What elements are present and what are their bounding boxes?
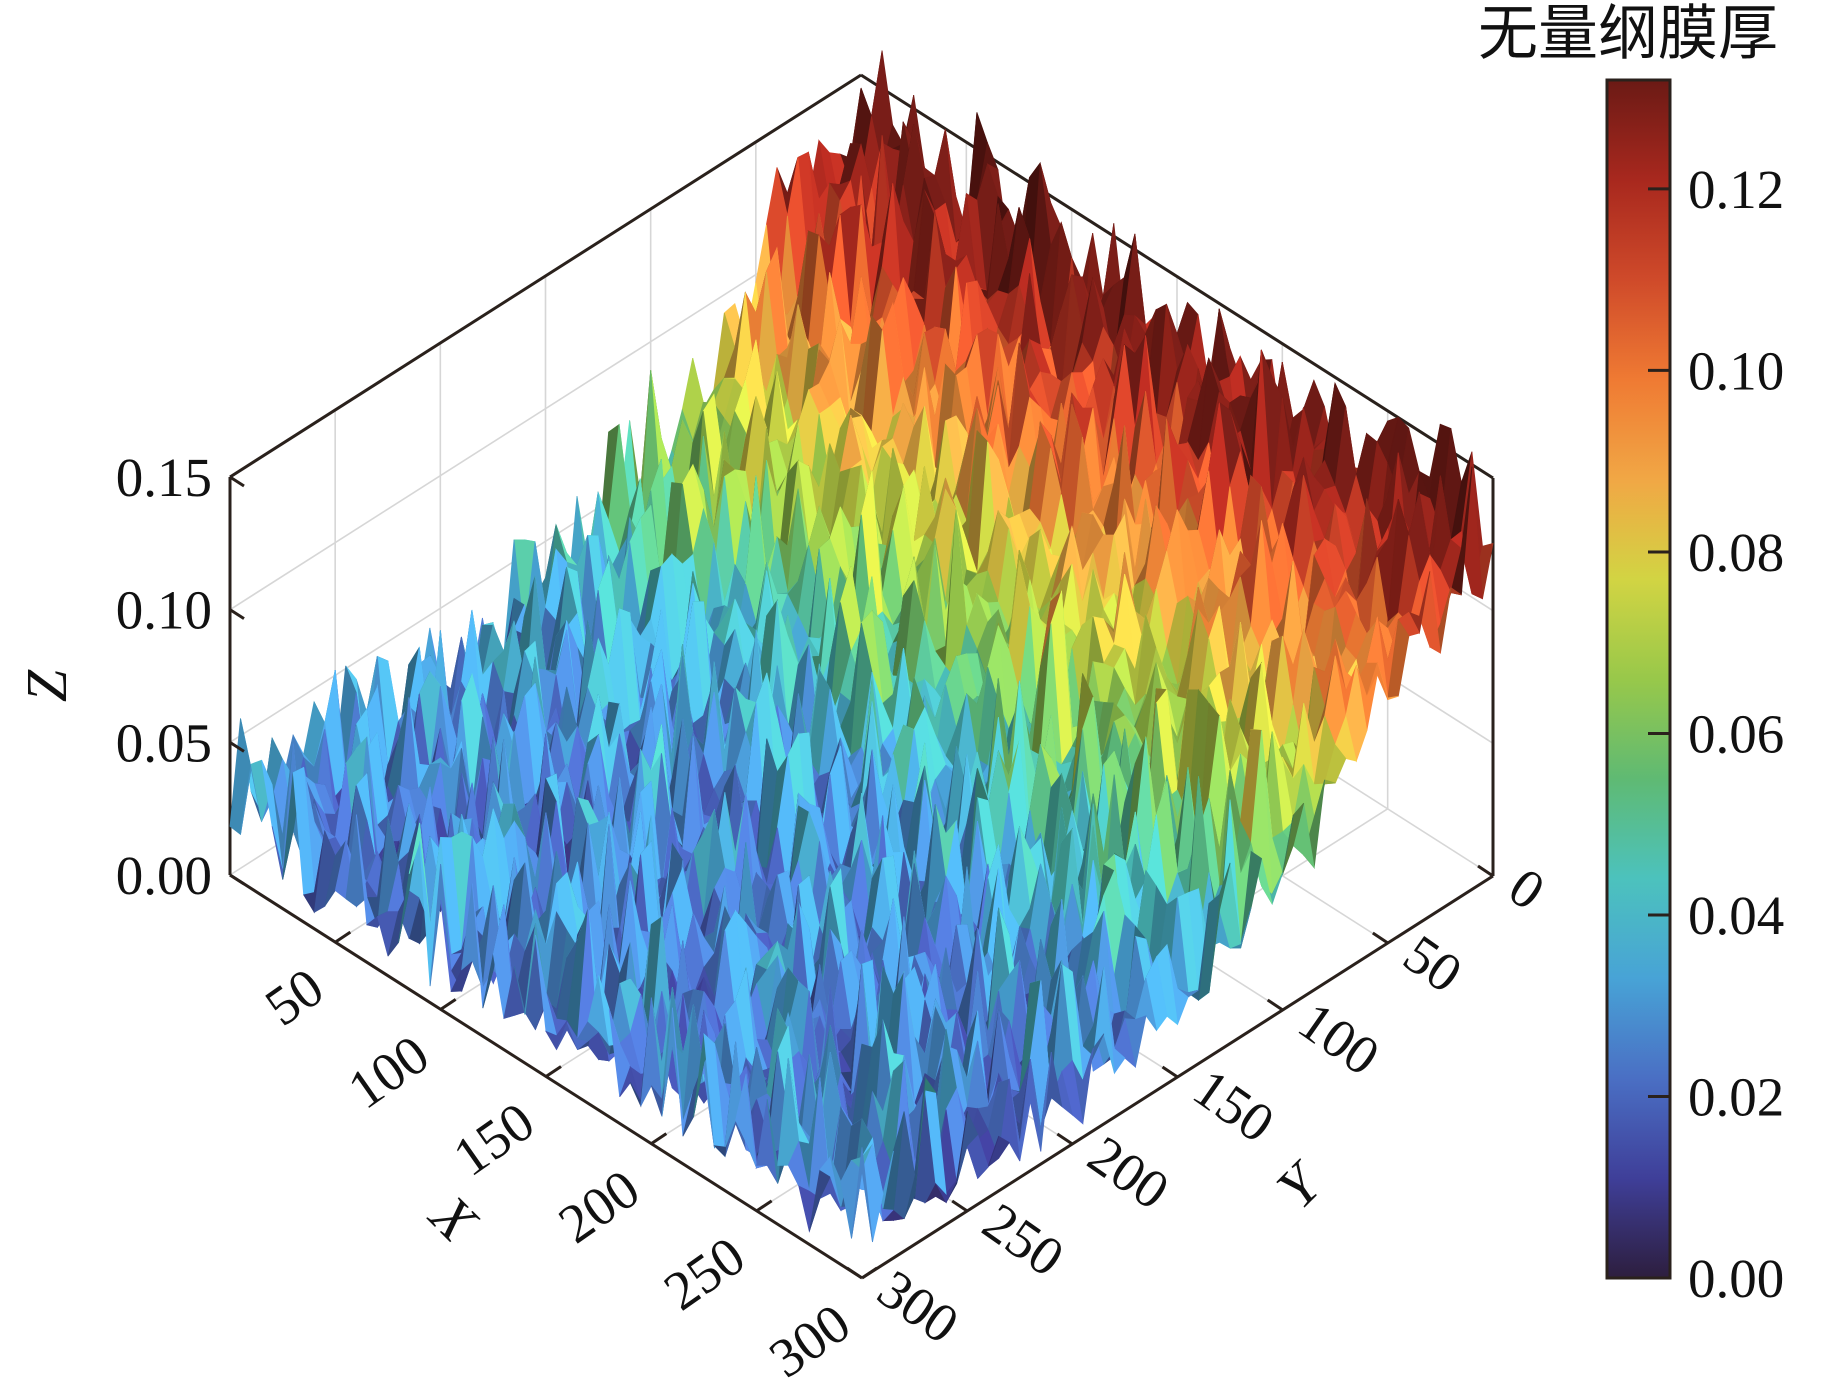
surface-facet	[851, 1147, 873, 1243]
colorbar-gradient	[1605, 78, 1672, 1280]
y-tick-label: 200	[1077, 1124, 1180, 1221]
y-axis-label: Y	[1264, 1148, 1337, 1221]
z-tick-label: 0.15	[116, 447, 212, 508]
grid-line	[229, 206, 862, 611]
y-tick-label: 100	[1288, 990, 1391, 1087]
x-tick-mark	[545, 1065, 562, 1078]
x-tick-mark	[650, 1132, 668, 1145]
z-tick-label: 0.00	[116, 845, 212, 906]
colorbar-tick-label: 0.02	[1688, 1066, 1784, 1127]
z-axis-label: Z	[14, 669, 79, 702]
y-tick-mark	[951, 1199, 968, 1213]
z-tick-mark	[229, 741, 245, 753]
y-tick-mark	[1477, 864, 1494, 878]
y-tick-mark	[1056, 1132, 1074, 1146]
z-tick-label: 0.05	[116, 712, 212, 773]
colorbar: 无量纲膜厚 0.00 0.02 0.04 0.06 0.08 0.10 0.12	[1478, 1, 1784, 1309]
x-tick-label: 200	[548, 1158, 651, 1255]
y-tick-label: 150	[1183, 1057, 1286, 1154]
y-tick-label: 250	[972, 1191, 1075, 1288]
colorbar-tick-label: 0.08	[1688, 522, 1784, 583]
y-tick-mark	[1161, 1065, 1179, 1079]
z-tick-label: 0.10	[116, 580, 212, 641]
colorbar-tick-label: 0.06	[1688, 703, 1784, 764]
surface-facet	[229, 718, 252, 836]
colorbar-tick-label: 0.04	[1688, 885, 1784, 946]
x-tick-mark	[861, 1266, 878, 1280]
x-tick-label: 300	[758, 1292, 861, 1386]
z-tick-mark	[229, 608, 245, 620]
x-tick-mark	[439, 998, 457, 1011]
x-tick-mark	[334, 930, 352, 944]
x-tick-mark	[755, 1199, 773, 1213]
box-top-edge	[229, 73, 862, 479]
x-tick-label: 50	[254, 956, 334, 1038]
box-top-edge	[860, 73, 1494, 480]
y-tick-label: 0	[1498, 856, 1556, 922]
y-tick-mark	[1266, 998, 1284, 1012]
y-tick-label: 300	[867, 1258, 970, 1355]
y-tick-mark	[846, 1266, 863, 1280]
colorbar-tick-label: 0.00	[1688, 1248, 1784, 1309]
x-tick-label: 250	[653, 1225, 756, 1322]
z-tick-mark	[229, 873, 245, 886]
x-axis-label: X	[417, 1181, 491, 1255]
colorbar-tick-label: 0.10	[1688, 340, 1784, 401]
colorbar-ticks: 0.00 0.02 0.04 0.06 0.08 0.10 0.12	[1648, 159, 1784, 1309]
colorbar-title: 无量纲膜厚	[1478, 1, 1778, 67]
z-tick-mark	[229, 475, 245, 488]
surface-mesh	[229, 50, 1494, 1243]
x-tick-label: 100	[337, 1023, 440, 1120]
x-tick-label: 150	[442, 1090, 545, 1187]
colorbar-tick-label: 0.12	[1688, 159, 1784, 220]
y-tick-label: 50	[1393, 923, 1473, 1005]
y-tick-mark	[1372, 931, 1389, 945]
